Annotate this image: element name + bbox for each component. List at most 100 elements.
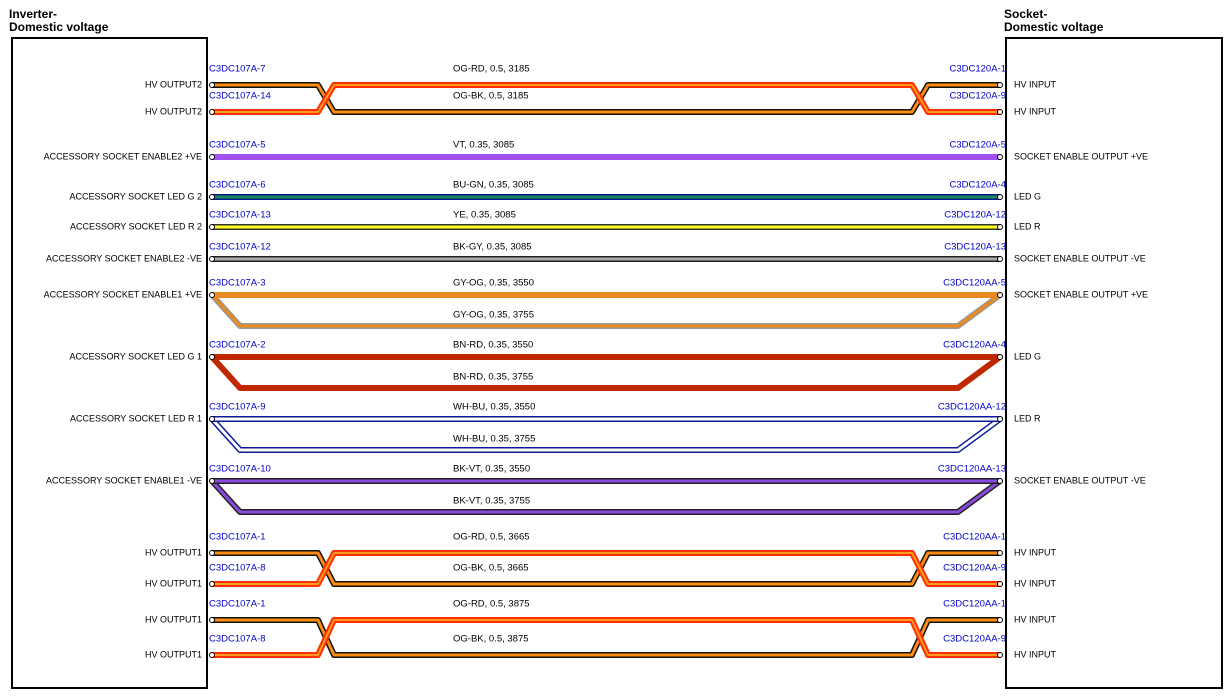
wire-spec: BU-GN, 0.35, 3085 <box>453 180 534 191</box>
pin-terminal <box>997 617 1003 623</box>
left-label: ACCESSORY SOCKET LED G 1 <box>69 351 202 361</box>
wire-core <box>212 619 1000 656</box>
wire <box>209 292 1003 329</box>
wire-core <box>210 355 1002 390</box>
wire-spec: OG-BK, 0.5, 3875 <box>453 634 529 645</box>
pin-terminal <box>997 194 1003 200</box>
right-title: Socket- <box>1004 7 1047 21</box>
left-pin: C3DC107A-1 <box>209 532 266 543</box>
left-label: ACCESSORY SOCKET ENABLE1 -VE <box>46 475 202 485</box>
left-title: Domestic voltage <box>9 20 109 34</box>
right-label: LED G <box>1014 351 1041 361</box>
pin-terminal <box>209 82 215 88</box>
pin-terminal <box>209 354 215 360</box>
pin-terminal <box>997 354 1003 360</box>
left-title: Inverter- <box>9 7 57 21</box>
right-label: HV INPUT <box>1014 106 1057 116</box>
wire-core <box>210 293 1002 328</box>
wire-core <box>210 417 1002 452</box>
right-pin: C3DC120A-4 <box>950 180 1007 191</box>
right-label: SOCKET ENABLE OUTPUT +VE <box>1014 151 1148 161</box>
wire-spec: BN-RD, 0.35, 3755 <box>453 372 533 383</box>
right-pin: C3DC120AA-1 <box>943 532 1006 543</box>
wire-spec: BK-VT, 0.35, 3550 <box>453 464 530 475</box>
right-pin: C3DC120AA-9 <box>943 634 1006 645</box>
pin-terminal <box>997 478 1003 484</box>
pin-terminal <box>997 256 1003 262</box>
left-pin: C3DC107A-1 <box>209 599 266 610</box>
right-pin: C3DC120A-1 <box>950 64 1007 75</box>
right-label: HV INPUT <box>1014 547 1057 557</box>
pin-terminal <box>997 109 1003 115</box>
left-label: ACCESSORY SOCKET ENABLE1 +VE <box>44 289 202 299</box>
wire-spec: YE, 0.35, 3085 <box>453 210 516 221</box>
wire-spec: WH-BU, 0.35, 3550 <box>453 402 535 413</box>
wire-spec: OG-RD, 0.5, 3185 <box>453 64 530 75</box>
left-pin: C3DC107A-14 <box>209 91 271 102</box>
left-label: HV OUTPUT1 <box>145 614 202 624</box>
left-label: ACCESSORY SOCKET LED R 2 <box>70 221 202 231</box>
left-pin: C3DC107A-6 <box>209 180 266 191</box>
pin-terminal <box>997 652 1003 658</box>
right-label: HV INPUT <box>1014 79 1057 89</box>
left-pin: C3DC107A-3 <box>209 278 266 289</box>
right-label: LED G <box>1014 191 1041 201</box>
pin-terminal <box>209 256 215 262</box>
left-pin: C3DC107A-5 <box>209 140 266 151</box>
pin-terminal <box>997 154 1003 160</box>
right-pin: C3DC120A-9 <box>950 91 1007 102</box>
left-label: HV OUTPUT1 <box>145 578 202 588</box>
left-pin: C3DC107A-8 <box>209 634 266 645</box>
pin-terminal <box>209 416 215 422</box>
pin-terminal <box>997 224 1003 230</box>
right-pin: C3DC120AA-1 <box>943 599 1006 610</box>
left-label: ACCESSORY SOCKET ENABLE2 -VE <box>46 253 202 263</box>
left-label: HV OUTPUT1 <box>145 547 202 557</box>
left-label: HV OUTPUT2 <box>145 79 202 89</box>
wire-spec: BK-VT, 0.35, 3755 <box>453 496 530 507</box>
wire-spec: WH-BU, 0.35, 3755 <box>453 434 535 445</box>
wire-core <box>212 84 1000 113</box>
wire-core <box>210 479 1002 514</box>
wire <box>209 478 1003 515</box>
pin-terminal <box>997 581 1003 587</box>
pin-terminal <box>209 478 215 484</box>
right-label: SOCKET ENABLE OUTPUT -VE <box>1014 253 1146 263</box>
left-label: ACCESSORY SOCKET LED R 1 <box>70 413 202 423</box>
wire-core <box>212 83 1000 114</box>
left-box <box>11 37 208 689</box>
right-pin: C3DC120AA-4 <box>943 340 1006 351</box>
right-label: SOCKET ENABLE OUTPUT -VE <box>1014 475 1146 485</box>
wire-spec: GY-OG, 0.35, 3755 <box>453 310 534 321</box>
right-pin: C3DC120AA-13 <box>938 464 1006 475</box>
pin-terminal <box>209 617 215 623</box>
wire <box>209 416 1003 453</box>
pin-terminal <box>209 109 215 115</box>
right-box <box>1005 37 1223 689</box>
wire-spec: OG-BK, 0.5, 3665 <box>453 563 529 574</box>
wire-spec: OG-RD, 0.5, 3875 <box>453 599 530 610</box>
left-pin: C3DC107A-8 <box>209 563 266 574</box>
pin-terminal <box>997 550 1003 556</box>
wire-core <box>212 552 1000 585</box>
pin-terminal <box>209 224 215 230</box>
right-title: Domestic voltage <box>1004 20 1104 34</box>
left-label: ACCESSORY SOCKET ENABLE2 +VE <box>44 151 202 161</box>
pin-terminal <box>997 416 1003 422</box>
pin-terminal <box>209 154 215 160</box>
wire-spec: OG-BK, 0.5, 3185 <box>453 91 529 102</box>
wire-spec: BK-GY, 0.35, 3085 <box>453 242 532 253</box>
right-label: LED R <box>1014 413 1041 423</box>
wire-spec: OG-RD, 0.5, 3665 <box>453 532 530 543</box>
wire-core <box>212 618 1000 657</box>
left-pin: C3DC107A-2 <box>209 340 266 351</box>
wire-spec: GY-OG, 0.35, 3550 <box>453 278 534 289</box>
right-label: HV INPUT <box>1014 614 1057 624</box>
right-pin: C3DC120AA-12 <box>938 402 1006 413</box>
right-label: SOCKET ENABLE OUTPUT +VE <box>1014 289 1148 299</box>
right-label: HV INPUT <box>1014 649 1057 659</box>
pin-terminal <box>209 194 215 200</box>
pin-terminal <box>997 292 1003 298</box>
